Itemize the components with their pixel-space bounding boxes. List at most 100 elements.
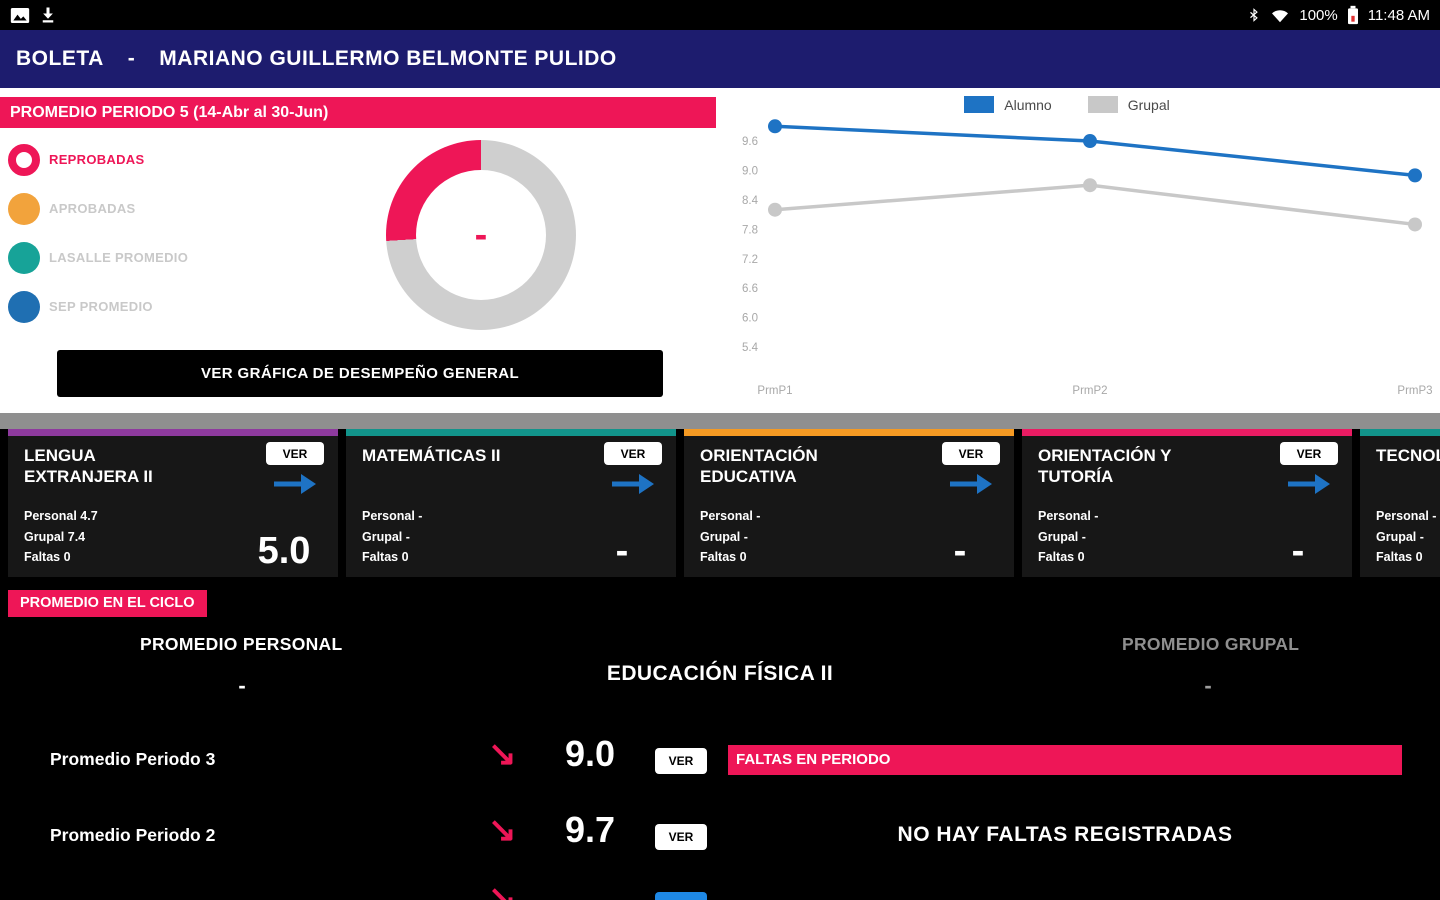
grupal-swatch [1087, 96, 1118, 113]
subject-card-lengua-extranjera[interactable]: LENGUA EXTRANJERA II VER Personal 4.7 Gr… [8, 429, 338, 577]
subject-arrow-icon[interactable] [610, 471, 656, 497]
period-row-partial: ↘ VER [0, 877, 1440, 900]
svg-text:9.6: 9.6 [742, 136, 758, 148]
student-name: MARIANO GUILLERMO BELMONTE PULIDO [159, 47, 617, 70]
period-panel: PROMEDIO PERIODO 5 (14-Abr al 30-Jun) RE… [0, 88, 720, 413]
legend-item-sep-promedio: SEP PROMEDIO [8, 290, 188, 323]
grupal-legend-label: Grupal [1127, 96, 1170, 113]
subject-arrow-icon[interactable] [1286, 471, 1332, 497]
subject-card-orientacion-educativa[interactable]: ORIENTACIÓN EDUCATIVA VER Personal - Gru… [684, 429, 1014, 577]
period-ver-button[interactable]: VER [655, 892, 707, 900]
svg-text:5.4: 5.4 [742, 342, 759, 354]
svg-text:PrmP3: PrmP3 [1397, 385, 1432, 397]
divider-strip [0, 413, 1440, 429]
svg-text:PrmP1: PrmP1 [757, 385, 792, 397]
period-ver-button[interactable]: VER [655, 748, 707, 774]
subject-stats: Personal - Grupal - Faltas 0 [362, 506, 422, 568]
wifi-icon [1272, 10, 1289, 23]
subject-personal: Personal - [1376, 509, 1437, 524]
subject-card-orientacion-tutoria[interactable]: ORIENTACIÓN Y TUTORÍA VER Personal - Gru… [1022, 429, 1352, 577]
subject-name: TECNOLOGÍA [1376, 446, 1440, 465]
alumno-legend-label: Alumno [1004, 96, 1052, 113]
subject-ver-button[interactable]: VER [942, 442, 1000, 465]
subject-personal: Personal - [700, 509, 761, 524]
alumno-swatch [964, 96, 995, 113]
performance-line-chart: 9.6 9.0 8.4 7.8 7.2 6.6 6.0 5.4 PrmP1 PrmP2 PrmP3 [742, 119, 1433, 397]
card-accent-bar [8, 429, 338, 436]
subject-stats: Personal - Grupal - Faltas 0 [700, 506, 760, 568]
lasalle-dot-icon [8, 241, 40, 274]
period-row-3: Promedio Periodo 3 ↘ 9.0 VER FALTAS EN P… [0, 733, 1440, 793]
legend-item-aprobadas: APROBADAS [8, 192, 188, 225]
legend-label: REPROBADAS [49, 152, 145, 167]
subject-cards-row[interactable]: LENGUA EXTRANJERA II VER Personal 4.7 Gr… [0, 429, 1440, 577]
subject-ver-button[interactable]: VER [266, 442, 324, 465]
svg-text:7.8: 7.8 [742, 224, 758, 236]
period-row-label: Promedio Periodo 3 [50, 749, 216, 769]
period-row-label: Promedio Periodo 2 [50, 825, 216, 845]
subject-grade: 5.0 [257, 530, 311, 572]
subject-stats: Personal - Grupal - Faltas 0 [1038, 506, 1098, 568]
subject-card-tecnologia[interactable]: TECNOLOGÍA VER Personal - Grupal - Falta… [1360, 429, 1440, 577]
donut-hole: - [416, 170, 546, 300]
subject-arrow-icon[interactable] [272, 471, 318, 497]
legend-item-reprobadas: REPROBADAS [8, 143, 188, 176]
subject-grade: - [1291, 530, 1305, 572]
subject-faltas: Faltas 0 [1376, 550, 1423, 565]
svg-text:6.6: 6.6 [742, 283, 758, 295]
svg-text:PrmP2: PrmP2 [1072, 385, 1107, 397]
donut-center-value: - [474, 214, 488, 256]
period-row-right: FALTAS EN PERIODO [728, 733, 1402, 793]
screenshot-icon [10, 7, 30, 23]
subject-ver-button[interactable]: VER [1280, 442, 1338, 465]
ver-grafica-button[interactable]: VER GRÁFICA DE DESEMPEÑO GENERAL [57, 350, 663, 397]
card-accent-bar [684, 429, 1014, 436]
legend-label: APROBADAS [49, 201, 136, 216]
svg-text:6.0: 6.0 [742, 313, 758, 325]
status-bar-left [10, 6, 57, 24]
period-banner: PROMEDIO PERIODO 5 (14-Abr al 30-Jun) [0, 97, 716, 128]
subject-arrow-icon[interactable] [948, 471, 994, 497]
subject-grade: - [953, 530, 967, 572]
grade-legend: REPROBADAS APROBADAS LASALLE PROMEDIO SE… [8, 143, 188, 339]
subject-card-matematicas[interactable]: MATEMÁTICAS II VER Personal - Grupal - F… [346, 429, 676, 577]
download-icon [42, 7, 54, 23]
svg-text:8.4: 8.4 [742, 195, 759, 207]
subject-ver-button[interactable]: VER [604, 442, 662, 465]
personal-average-label: PROMEDIO PERSONAL [140, 634, 343, 654]
aprobadas-dot-icon [8, 192, 40, 225]
svg-text:7.2: 7.2 [742, 254, 758, 266]
legend-item-lasalle-promedio: LASALLE PROMEDIO [8, 241, 188, 274]
subject-name: ORIENTACIÓN Y TUTORÍA [1038, 446, 1172, 487]
card-accent-bar [346, 429, 676, 436]
subject-faltas: Faltas 0 [1038, 550, 1085, 565]
battery-icon [1347, 5, 1358, 25]
subject-personal: Personal - [362, 509, 423, 524]
subject-faltas: Faltas 0 [24, 550, 71, 565]
period-ver-button[interactable]: VER [655, 824, 707, 850]
performance-chart-panel: Alumno Grupal 9.6 9.0 8.4 7.8 7.2 6.6 6.0 5.4 Pr… [720, 88, 1440, 413]
status-bar: 100% 11:48 AM [0, 0, 1440, 30]
subject-faltas: Faltas 0 [362, 550, 409, 565]
subject-grupal: Grupal - [362, 529, 410, 544]
chart-legend: Alumno Grupal [720, 96, 1440, 113]
subject-grupal: Grupal - [1376, 529, 1424, 544]
card-accent-bar [1360, 429, 1440, 436]
svg-text:9.0: 9.0 [742, 165, 758, 177]
trend-down-icon: ↘ [488, 811, 517, 849]
clock: 11:48 AM [1367, 6, 1430, 24]
subject-grade: - [615, 530, 629, 572]
subject-grupal: Grupal - [1038, 529, 1086, 544]
status-bar-right: 100% 11:48 AM [1247, 5, 1430, 25]
legend-label: LASALLE PROMEDIO [49, 250, 189, 265]
trend-down-icon: ↘ [488, 879, 517, 900]
bluetooth-icon [1250, 8, 1259, 22]
cycle-banner: PROMEDIO EN EL CICLO [8, 590, 207, 617]
period-average-value: 9.0 [564, 733, 616, 774]
period-average-value: 9.7 [564, 809, 616, 850]
title-separator: - [127, 47, 136, 70]
period-row-right: NO HAY FALTAS REGISTRADAS [728, 809, 1402, 869]
personal-average-value: - [238, 673, 246, 698]
sep-dot-icon [8, 290, 40, 323]
